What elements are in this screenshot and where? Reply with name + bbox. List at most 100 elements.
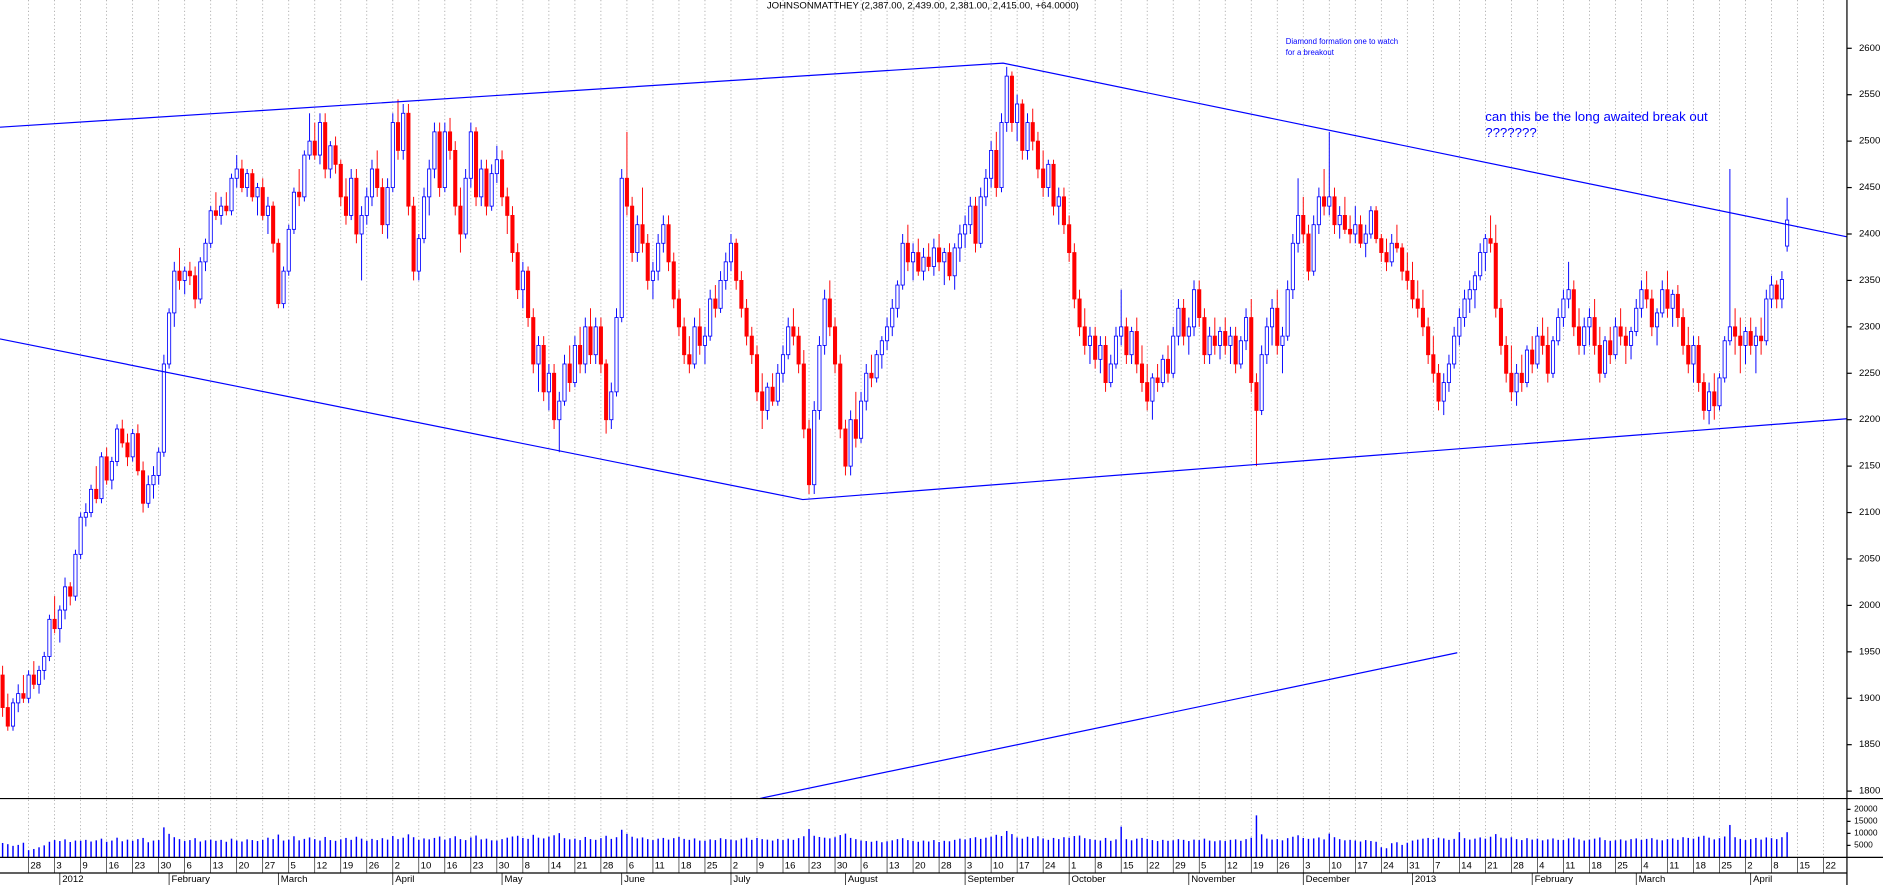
candle-body — [1712, 391, 1717, 407]
x-tick-label: 9 — [82, 860, 87, 871]
candle-body — [869, 372, 874, 379]
volume-bar — [1666, 839, 1669, 858]
y-tick-label: 1950 — [1859, 646, 1880, 657]
volume-bar — [1328, 833, 1331, 858]
x-tick-label: 7 — [1435, 860, 1440, 871]
candle-body — [1701, 382, 1706, 411]
candle-body — [1462, 298, 1467, 318]
candle-body — [177, 270, 182, 281]
candle-body — [1296, 215, 1301, 244]
x-tick-label: 24 — [1383, 860, 1394, 871]
x-tick-label: 4 — [1643, 860, 1649, 871]
candle-body — [1753, 335, 1758, 346]
month-label: June — [624, 874, 645, 885]
volume-bar — [308, 837, 311, 858]
volume-bar — [568, 839, 571, 858]
x-tick-label: 3 — [1305, 860, 1310, 871]
volume-bar — [881, 842, 883, 858]
month-label: September — [967, 874, 1015, 885]
candle-body — [1051, 163, 1056, 207]
x-tick-label: 10 — [1331, 860, 1342, 871]
candle-body — [1675, 293, 1680, 318]
volume-bar — [1734, 837, 1736, 858]
candle-body — [838, 363, 843, 430]
candle-body — [437, 131, 442, 188]
volume-bar — [1292, 836, 1294, 858]
candle-body — [708, 298, 713, 337]
volume-bar — [1188, 841, 1190, 858]
volume-bar — [215, 840, 217, 858]
volume-bar — [652, 840, 654, 858]
x-tick-label: 16 — [108, 860, 119, 871]
volume-bar — [1390, 843, 1393, 858]
volume-bar — [688, 839, 691, 858]
candle-body — [250, 173, 255, 198]
candle-body — [1353, 224, 1358, 235]
x-tick-label: 16 — [785, 860, 796, 871]
candle-body — [832, 326, 838, 365]
candle-body — [125, 442, 130, 458]
volume-bar — [563, 838, 566, 858]
volume-bar — [1214, 841, 1216, 858]
y-tick-label: 2300 — [1859, 321, 1880, 332]
volume-bar — [782, 840, 784, 858]
volume-bar — [17, 844, 19, 858]
volume-bar — [829, 838, 831, 858]
candle-body — [1181, 307, 1186, 337]
volume-bar — [1068, 837, 1070, 858]
volume-bar — [475, 835, 477, 858]
candle-body — [947, 252, 952, 277]
volume-bar — [1417, 839, 1419, 858]
candle-body — [791, 326, 796, 337]
candle-body — [146, 484, 151, 504]
x-tick-label: 15 — [1123, 860, 1134, 871]
candle-body — [1306, 233, 1311, 272]
volume-bar — [522, 837, 524, 858]
candle-body — [333, 145, 338, 165]
month-label: May — [504, 874, 522, 885]
x-tick-label: 9 — [759, 860, 764, 871]
volume-bar — [823, 837, 826, 858]
volume-bar — [875, 840, 878, 858]
candle-body — [1696, 344, 1701, 383]
candle-body — [885, 326, 890, 342]
candle-body — [390, 122, 395, 188]
x-tick-label: 11 — [1565, 860, 1575, 871]
candle-body — [26, 674, 31, 699]
x-tick-label: 18 — [1695, 860, 1706, 871]
volume-bar — [142, 837, 144, 858]
candle-body — [546, 372, 551, 393]
volume-bar — [1614, 840, 1617, 858]
volume-bar — [600, 838, 602, 858]
volume-bar — [907, 840, 909, 858]
candle-body — [463, 177, 468, 235]
volume-bar — [542, 838, 545, 858]
volume-bar — [1058, 839, 1060, 858]
volume-tick-label: 5000 — [1854, 840, 1873, 850]
candle-body — [1087, 335, 1092, 346]
volume-bar — [480, 839, 482, 858]
volume-bar — [699, 840, 701, 858]
candle-body — [1530, 349, 1535, 365]
candle-body — [265, 205, 270, 216]
volume-bar — [1760, 839, 1762, 858]
candle-body — [1067, 224, 1072, 253]
volume-bar — [298, 840, 300, 858]
candle-body — [1119, 326, 1124, 337]
candle-body — [676, 298, 681, 328]
volume-bar — [1770, 838, 1773, 858]
trendline — [759, 652, 1458, 800]
volume-bar — [85, 839, 87, 858]
volume-bar — [428, 839, 430, 858]
grid-layer — [28, 0, 1824, 858]
volume-bar — [199, 841, 202, 858]
volume-bar — [490, 840, 493, 858]
volume-bar — [1156, 841, 1159, 858]
month-label: 2012 — [62, 874, 83, 885]
candle-body — [1046, 163, 1051, 188]
volume-bar — [1047, 839, 1050, 858]
candle-body — [572, 344, 577, 383]
month-label: March — [281, 874, 308, 885]
candle-body — [557, 400, 562, 421]
candle-body — [432, 131, 437, 170]
